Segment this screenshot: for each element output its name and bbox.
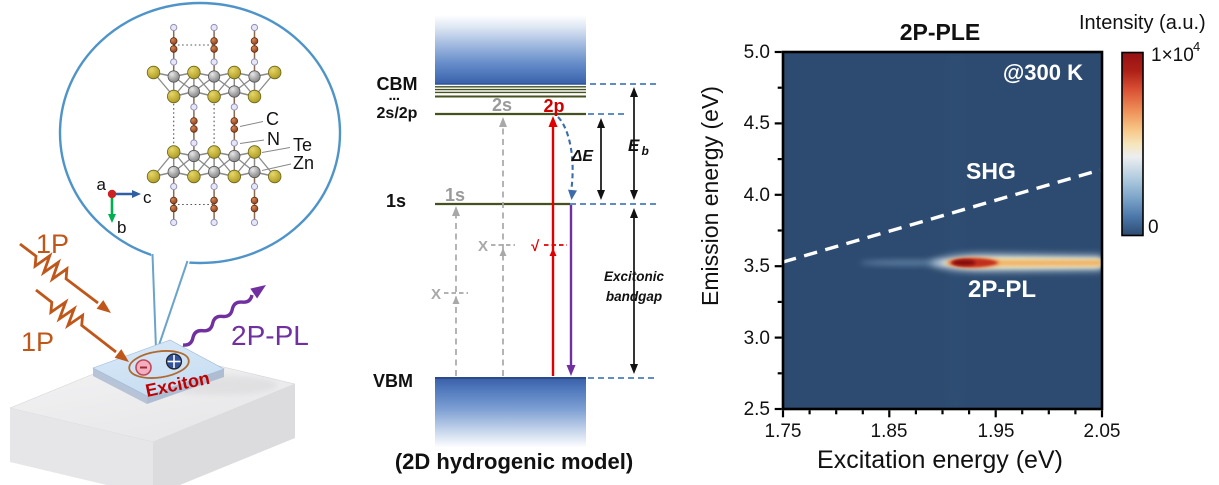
svg-text:1s: 1s (445, 185, 465, 205)
svg-text:...: ... (388, 87, 399, 104)
svg-text:4.0: 4.0 (744, 185, 770, 206)
svg-text:2P-PL: 2P-PL (968, 276, 1036, 303)
svg-text:(2D hydrogenic model): (2D hydrogenic model) (395, 449, 633, 474)
svg-text:1P: 1P (36, 229, 69, 259)
svg-text:Te: Te (293, 135, 312, 155)
svg-text:N: N (267, 129, 280, 149)
svg-text:VBM: VBM (373, 371, 413, 391)
svg-text:c: c (143, 188, 152, 207)
svg-text:1.95: 1.95 (978, 421, 1015, 442)
svg-text:2s/2p: 2s/2p (377, 105, 418, 122)
svg-text:b: b (117, 218, 126, 237)
svg-text:X: X (431, 286, 441, 303)
svg-text:1s: 1s (386, 191, 406, 211)
svg-text:a: a (97, 175, 107, 194)
svg-text:1×10: 1×10 (1151, 45, 1194, 66)
svg-text:2P-PLE: 2P-PLE (900, 19, 981, 45)
svg-text:X: X (478, 238, 488, 255)
svg-text:2p: 2p (543, 96, 564, 116)
svg-text:2.05: 2.05 (1084, 421, 1121, 442)
svg-text:5.0: 5.0 (744, 42, 770, 63)
svg-text:@300 K: @300 K (1003, 60, 1083, 85)
svg-text:1.85: 1.85 (871, 421, 908, 442)
svg-text:Excitation energy (eV): Excitation energy (eV) (817, 446, 1063, 474)
svg-text:4.5: 4.5 (744, 113, 770, 134)
svg-text:3.5: 3.5 (744, 256, 770, 277)
svg-text:Intensity (a.u.): Intensity (a.u.) (1079, 12, 1206, 34)
svg-text:Emission energy (eV): Emission energy (eV) (697, 86, 723, 306)
svg-text:2s: 2s (492, 95, 512, 115)
svg-text:1.75: 1.75 (765, 421, 802, 442)
svg-text:bandgap: bandgap (606, 289, 662, 304)
svg-text:C: C (266, 109, 279, 129)
svg-text:Zn: Zn (293, 153, 314, 173)
svg-text:3.0: 3.0 (744, 328, 770, 349)
svg-text:√: √ (531, 238, 540, 255)
svg-text:1P: 1P (21, 327, 54, 357)
svg-text:CBM: CBM (377, 74, 418, 94)
svg-text:b: b (642, 144, 649, 158)
svg-text:2.5: 2.5 (744, 399, 770, 420)
svg-text:SHG: SHG (966, 158, 1016, 184)
svg-text:ΔE: ΔE (571, 148, 595, 165)
svg-text:E: E (628, 136, 640, 155)
svg-text:0: 0 (1148, 217, 1159, 238)
svg-text:Excitonic: Excitonic (604, 269, 665, 284)
svg-text:4: 4 (1193, 39, 1200, 54)
svg-text:2P-PL: 2P-PL (231, 320, 309, 351)
